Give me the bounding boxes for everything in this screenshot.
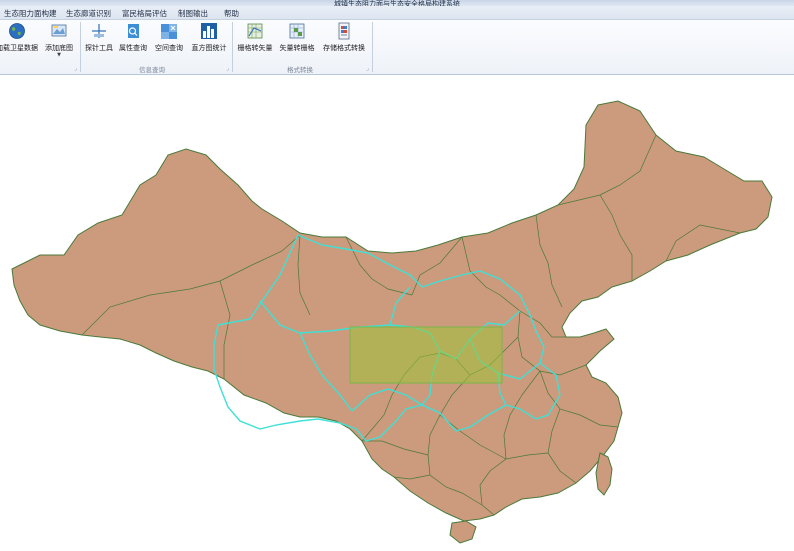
window-title: 城镇生态阻力面与生态安全格局构建系统 (334, 0, 460, 7)
vector-to-raster-button[interactable]: 矢量转栅格 (278, 22, 316, 60)
selection-rectangle[interactable] (349, 326, 503, 384)
probe-tool-button[interactable]: 探针工具 (83, 22, 115, 60)
china-map[interactable] (0, 75, 794, 551)
taiwan-island (595, 452, 613, 496)
raster-to-vector-icon (247, 23, 263, 39)
histogram-icon (201, 23, 217, 39)
menu-item-resistance[interactable]: 生态阻力面构建 (4, 9, 57, 18)
vector-to-raster-label: 矢量转栅格 (279, 44, 315, 52)
ribbon-toolbar: 加载卫星数据 添加底图 ▼ ⌟ 探针工具 属性查询 (0, 20, 794, 75)
group-launcher-icon[interactable]: ⌟ (226, 65, 229, 72)
group-label-info-query: 信息查询 (139, 66, 165, 74)
load-satellite-data-label: 加载卫星数据 (0, 44, 38, 52)
globe-icon (9, 23, 25, 39)
group-separator (80, 22, 81, 72)
map-canvas[interactable] (0, 75, 794, 551)
dropdown-arrow-icon: ▼ (57, 52, 61, 58)
vector-to-raster-icon (289, 23, 305, 39)
storage-format-convert-button[interactable]: 存储格式转换 (322, 22, 366, 60)
raster-to-vector-label: 栅格转矢量 (237, 44, 273, 52)
menu-item-cartography[interactable]: 制图输出 (178, 9, 208, 18)
spatial-query-button[interactable]: 空间查询 (152, 22, 186, 60)
group-label-format-convert: 格式转换 (287, 66, 313, 74)
group-launcher-icon[interactable]: ⌟ (74, 65, 77, 72)
china-landmass (11, 100, 773, 522)
attribute-query-button[interactable]: 属性查询 (117, 22, 149, 60)
storage-format-icon (338, 22, 350, 40)
attribute-query-icon (128, 24, 139, 38)
group-separator (372, 22, 373, 72)
attribute-query-label: 属性查询 (119, 44, 147, 52)
map-layers-icon (51, 24, 67, 37)
probe-tool-label: 探针工具 (85, 44, 113, 52)
hainan-island (449, 520, 477, 544)
group-launcher-icon[interactable]: ⌟ (366, 65, 369, 72)
menu-bar: 生态阻力面构建 生态廊道识别 富民格局评估 制图输出 帮助 (0, 6, 794, 20)
group-separator (232, 22, 233, 72)
spatial-query-label: 空间查询 (155, 44, 183, 52)
add-basemap-label: 添加底图 (45, 44, 73, 52)
histogram-stats-button[interactable]: 直方图统计 (190, 22, 228, 60)
histogram-stats-label: 直方图统计 (191, 44, 227, 52)
add-basemap-button[interactable]: 添加底图 ▼ (44, 22, 74, 60)
menu-item-corridor[interactable]: 生态廊道识别 (66, 9, 111, 18)
probe-crosshair-icon (92, 24, 106, 38)
menu-item-pattern[interactable]: 富民格局评估 (122, 9, 167, 18)
window-titlebar: 城镇生态阻力面与生态安全格局构建系统 (0, 0, 794, 6)
menu-item-help[interactable]: 帮助 (224, 9, 239, 18)
raster-to-vector-button[interactable]: 栅格转矢量 (236, 22, 274, 60)
storage-format-convert-label: 存储格式转换 (323, 44, 365, 52)
spatial-query-icon (161, 24, 177, 39)
load-satellite-data-button[interactable]: 加载卫星数据 (0, 22, 40, 60)
